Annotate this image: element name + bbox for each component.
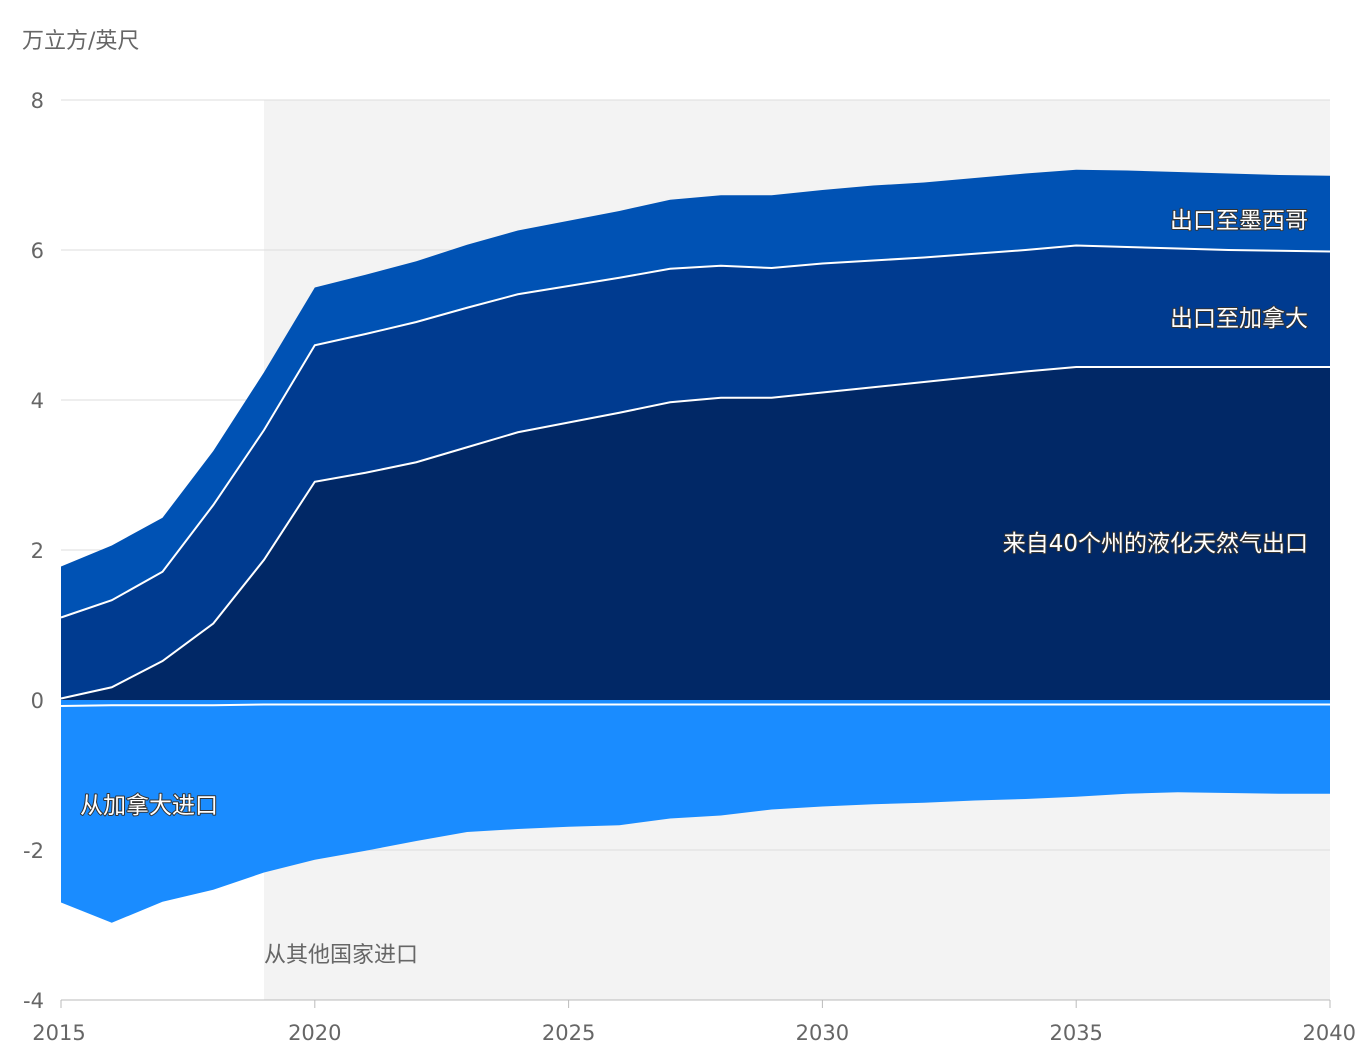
label-exports-mexico: 出口至墨西哥: [1170, 208, 1308, 234]
y-tick-label: -2: [23, 839, 44, 863]
axes: -4 -2 0 2 4 6 8 2015 2020 2025 2030 2035 2040: [23, 89, 1356, 1045]
label-lng-exports: 来自40个州的液化天然气出口: [1003, 531, 1308, 557]
y-tick-label: 0: [31, 689, 44, 713]
areas: [60, 169, 1331, 923]
x-tick-label: 2015: [32, 1021, 85, 1045]
label-exports-canada: 出口至加拿大: [1170, 305, 1308, 332]
y-tick-label: -4: [23, 989, 44, 1013]
y-axis-label: 万立方/英尺: [22, 29, 139, 54]
x-tick-label: 2025: [542, 1021, 595, 1045]
boundary-canada: [60, 244, 1331, 619]
label-imports-other: 从其他国家进口: [264, 943, 418, 968]
x-tick-label: 2040: [1303, 1021, 1356, 1045]
area-imports-canada: [61, 704, 1330, 923]
x-tick-label: 2020: [288, 1021, 341, 1045]
boundary-lng: [60, 366, 1330, 700]
x-tick-label: 2035: [1049, 1021, 1102, 1045]
y-tick-label: 6: [31, 239, 44, 263]
boundary-imports-other: [60, 703, 1330, 707]
area-lng-exports: [61, 367, 1330, 700]
area-exports-mexico: [61, 169, 1330, 618]
label-imports-canada: 从加拿大进口: [80, 792, 218, 819]
y-tick-label: 8: [31, 89, 44, 113]
y-tick-label: 2: [31, 539, 44, 563]
x-tick-label: 2030: [796, 1021, 849, 1045]
y-tick-label: 4: [31, 389, 44, 413]
area-exports-canada: [61, 245, 1330, 699]
